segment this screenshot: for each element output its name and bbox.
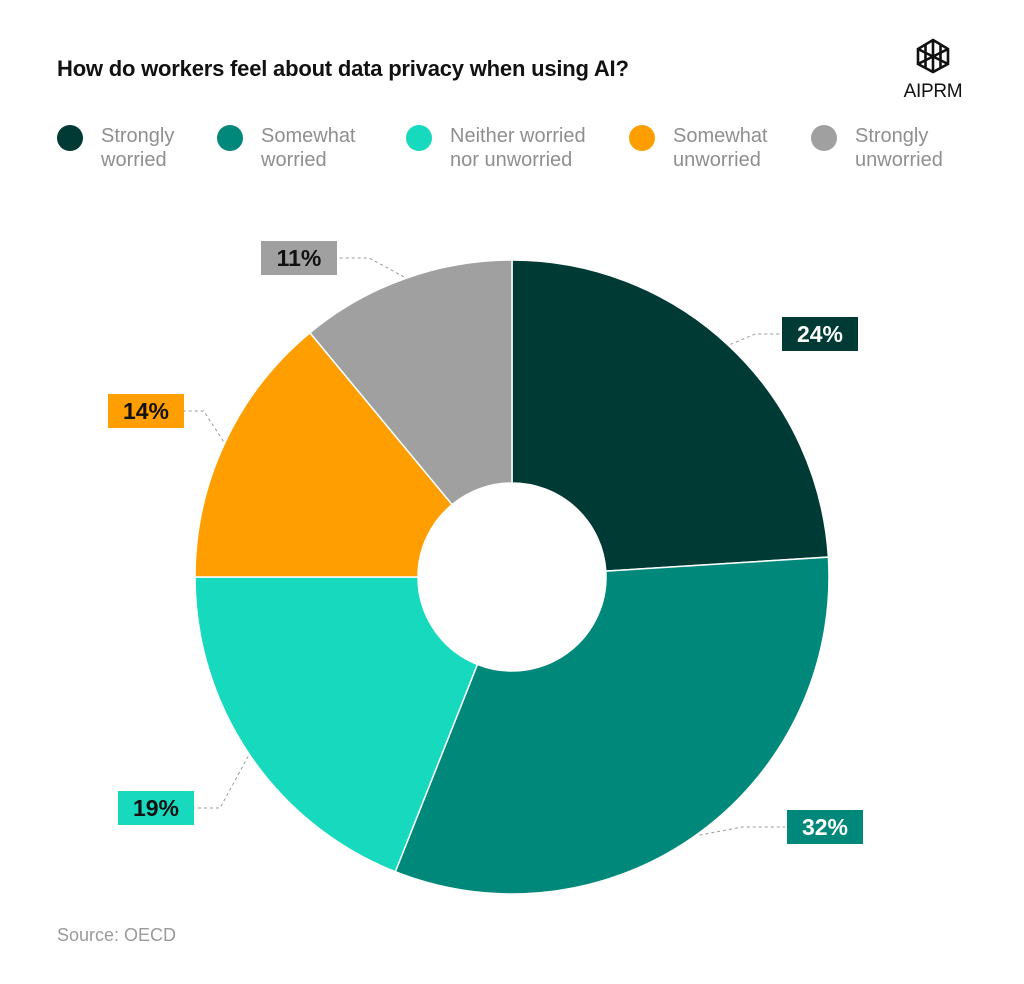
- legend-swatch: [217, 125, 243, 151]
- legend: Strongly worried Somewhat worried Neithe…: [57, 124, 987, 184]
- data-label-box: [118, 791, 194, 825]
- slice-somewhat-unworried: [194, 331, 454, 578]
- data-label-box: [787, 810, 863, 844]
- legend-label: Somewhat worried: [261, 125, 356, 171]
- data-label-box: [108, 394, 184, 428]
- aiprm-logo-icon: [916, 38, 950, 74]
- leader-line: [192, 756, 249, 809]
- data-label: 14%: [123, 398, 169, 424]
- logo-text: AIPRM: [903, 81, 963, 102]
- slice-neither-worried-nor-unworried: [194, 576, 479, 873]
- legend-label: Neither worried nor unworried: [450, 125, 586, 171]
- leader-line: [184, 410, 224, 442]
- legend-swatch: [406, 125, 432, 151]
- data-label-box: [261, 241, 337, 275]
- data-label: 19%: [133, 795, 179, 821]
- legend-label: Somewhat unworried: [673, 125, 768, 171]
- leader-line: [730, 333, 780, 345]
- legend-swatch: [57, 125, 83, 151]
- legend-swatch: [811, 125, 837, 151]
- legend-label: Strongly worried: [101, 125, 175, 171]
- slice-strongly-worried: [511, 259, 830, 572]
- legend-label: Strongly unworried: [855, 125, 943, 171]
- source-note: Source: OECD: [57, 925, 177, 945]
- legend-swatch: [629, 125, 655, 151]
- data-label: 24%: [797, 321, 843, 347]
- data-label: 11%: [277, 245, 322, 271]
- chart-title: How do workers feel about data privacy w…: [57, 56, 629, 81]
- leader-line: [699, 826, 785, 836]
- data-label: 32%: [802, 814, 848, 840]
- leader-line: [334, 257, 405, 278]
- data-label-box: [782, 317, 858, 351]
- slice-somewhat-worried: [394, 556, 830, 895]
- slice-strongly-unworried: [308, 259, 513, 506]
- aiprm-logo: AIPRM: [900, 38, 966, 103]
